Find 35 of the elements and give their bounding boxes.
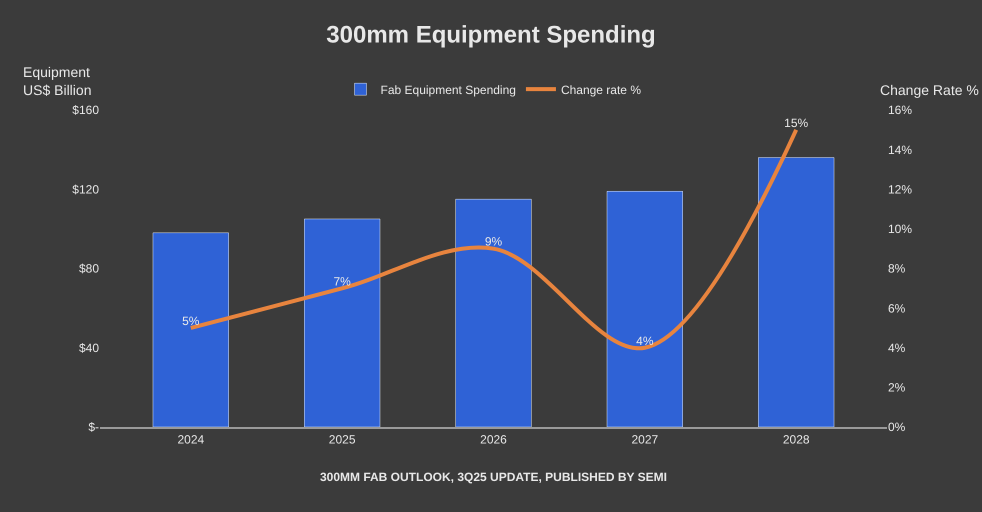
y2-tick-label: 10% <box>888 222 912 236</box>
data-label: 15% <box>784 116 809 130</box>
legend-label: Fab Equipment Spending <box>380 82 516 97</box>
chart-title: 300mm Equipment Spending <box>326 21 656 48</box>
y2-tick-label: 0% <box>888 420 906 434</box>
x-tick-label: 2026 <box>480 432 508 446</box>
y2-tick-label: 8% <box>888 262 906 276</box>
x-tick-label: 2028 <box>782 432 810 446</box>
y2-tick-label: 6% <box>888 301 906 316</box>
y2-tick-label: 14% <box>888 142 912 157</box>
y-axis-title: Equipment US$ Billion <box>23 64 92 98</box>
bar <box>758 157 834 427</box>
data-label: 5% <box>182 314 200 328</box>
x-tick-label: 2025 <box>328 432 356 446</box>
x-tick-label: 2027 <box>632 432 659 446</box>
y2-tick-label: 4% <box>888 340 906 355</box>
bar <box>152 232 229 427</box>
y-tick-label: $40 <box>78 340 100 355</box>
text: 300MM FAB OUTLOOK, 3Q25 UPDATE, PUBLISHED BY SEMI <box>320 470 667 484</box>
y2-axis-title: Change Rate % <box>880 82 979 98</box>
data-label: 7% <box>333 274 352 288</box>
bar <box>455 198 532 427</box>
bar <box>606 190 683 427</box>
y-tick-label: $80 <box>78 262 100 276</box>
data-label: 9% <box>484 234 502 249</box>
y-tick-label: $120 <box>72 182 100 196</box>
x-tick-label: 2024 <box>177 432 204 446</box>
bar <box>304 218 380 427</box>
data-label: 4% <box>636 334 654 348</box>
y-tick-label: $160 <box>72 103 100 118</box>
legend-label: Change rate % <box>560 82 642 97</box>
y2-tick-label: 16% <box>888 103 912 118</box>
y-tick-label: $- <box>88 420 99 434</box>
y2-tick-label: 12% <box>888 182 912 196</box>
y2-tick-label: 2% <box>888 380 906 395</box>
